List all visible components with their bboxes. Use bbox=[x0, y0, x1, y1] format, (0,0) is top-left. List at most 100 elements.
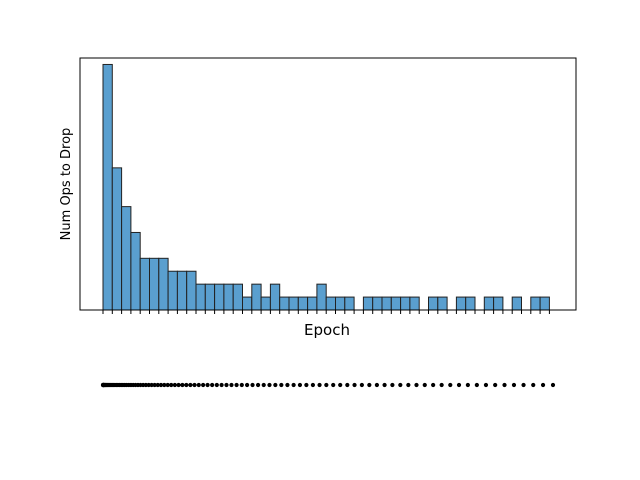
bar bbox=[372, 296, 383, 311]
dot bbox=[297, 382, 303, 388]
dot bbox=[439, 382, 444, 388]
dot bbox=[474, 382, 479, 388]
dot bbox=[165, 382, 170, 388]
dot bbox=[279, 382, 284, 388]
bar bbox=[409, 296, 420, 311]
bar bbox=[483, 296, 495, 311]
bar bbox=[279, 296, 290, 311]
bar bbox=[288, 296, 299, 311]
bar bbox=[149, 257, 160, 311]
bar bbox=[139, 257, 150, 311]
dot bbox=[324, 382, 329, 388]
bar bbox=[232, 283, 243, 311]
bar bbox=[539, 296, 550, 311]
dot bbox=[382, 382, 387, 388]
dot bbox=[273, 382, 278, 388]
dot bbox=[245, 382, 250, 388]
dot bbox=[155, 382, 160, 388]
dot bbox=[234, 382, 239, 388]
bar bbox=[390, 296, 402, 311]
bar bbox=[204, 283, 216, 311]
bar bbox=[121, 206, 132, 311]
dot bbox=[338, 382, 343, 388]
bar bbox=[195, 283, 206, 311]
dot bbox=[172, 382, 177, 388]
dot bbox=[229, 382, 234, 388]
dot bbox=[149, 382, 154, 388]
dot bbox=[465, 382, 470, 388]
dot-strip bbox=[100, 382, 556, 388]
dot bbox=[359, 382, 364, 388]
dot bbox=[201, 382, 206, 388]
bar bbox=[325, 296, 337, 311]
dot bbox=[210, 382, 215, 388]
dot bbox=[352, 382, 357, 388]
dot bbox=[374, 382, 380, 388]
dot bbox=[188, 382, 193, 388]
bar bbox=[297, 296, 309, 311]
dot bbox=[255, 382, 261, 388]
dot bbox=[239, 382, 244, 388]
dot bbox=[162, 382, 167, 388]
dot bbox=[502, 382, 507, 388]
bar bbox=[167, 270, 178, 311]
bar bbox=[465, 296, 476, 311]
dot bbox=[250, 382, 255, 388]
dot bbox=[285, 382, 290, 388]
dot bbox=[367, 382, 372, 388]
bar bbox=[214, 283, 225, 311]
dot bbox=[219, 382, 224, 388]
bar bbox=[316, 283, 327, 311]
bar bbox=[455, 296, 467, 311]
dot bbox=[304, 382, 309, 388]
dot bbox=[169, 382, 174, 388]
dot bbox=[493, 382, 498, 388]
bar bbox=[269, 283, 281, 311]
dot bbox=[152, 382, 157, 388]
dot bbox=[267, 382, 272, 388]
dot bbox=[422, 382, 427, 388]
dot bbox=[261, 382, 266, 388]
bar bbox=[428, 296, 439, 311]
dot bbox=[456, 382, 462, 388]
bar bbox=[381, 296, 392, 311]
bar bbox=[223, 283, 234, 311]
dot bbox=[414, 382, 419, 388]
bar bbox=[102, 63, 113, 311]
bar bbox=[158, 257, 169, 311]
dot bbox=[448, 382, 453, 388]
dot bbox=[192, 382, 197, 388]
bar bbox=[493, 296, 504, 311]
dot bbox=[146, 382, 151, 388]
dot bbox=[291, 382, 296, 388]
bar bbox=[186, 270, 197, 311]
dot bbox=[540, 382, 546, 388]
dot bbox=[176, 382, 181, 388]
dot bbox=[214, 382, 219, 388]
bar bbox=[260, 296, 271, 311]
bar bbox=[362, 296, 374, 311]
dot bbox=[205, 382, 210, 388]
dot bbox=[511, 382, 517, 388]
dot bbox=[398, 382, 403, 388]
y-axis-label: Num Ops to Drop bbox=[59, 128, 74, 241]
dot bbox=[184, 382, 189, 388]
dot bbox=[317, 382, 322, 388]
bar bbox=[130, 231, 141, 311]
dot bbox=[331, 382, 336, 388]
dot bbox=[406, 382, 411, 388]
bar bbox=[242, 296, 253, 311]
bar bbox=[511, 296, 523, 311]
dot bbox=[390, 382, 395, 388]
dot bbox=[431, 382, 436, 388]
bar bbox=[400, 296, 411, 311]
x-ticks bbox=[102, 310, 550, 314]
bar bbox=[530, 296, 541, 311]
bar bbox=[335, 296, 346, 311]
dot bbox=[224, 382, 229, 388]
bar bbox=[251, 283, 262, 311]
dot bbox=[196, 382, 201, 388]
bar bbox=[437, 296, 448, 311]
dot bbox=[483, 382, 489, 388]
